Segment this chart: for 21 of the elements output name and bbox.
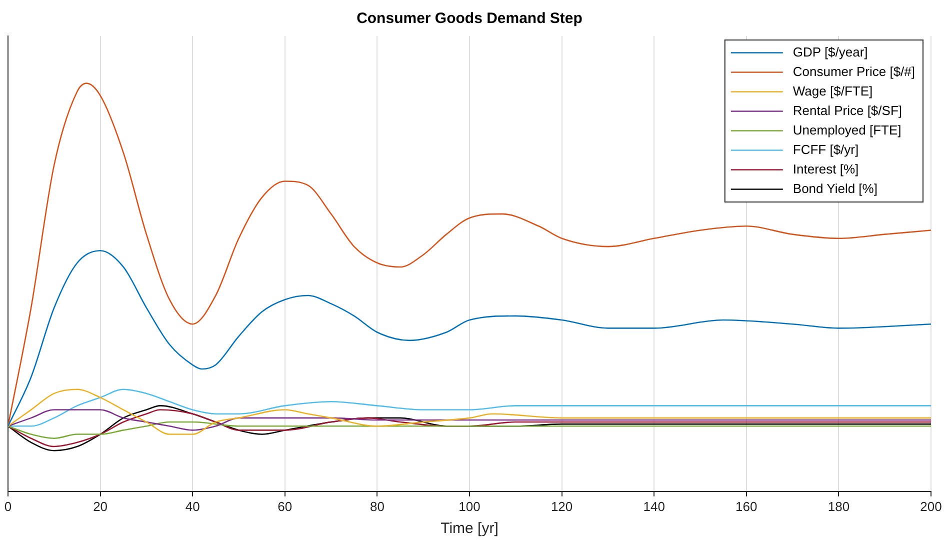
x-tick-label: 40	[185, 498, 200, 514]
x-tick-label: 0	[4, 498, 12, 514]
legend-label: Bond Yield [%]	[792, 180, 878, 196]
legend-label: Consumer Price [$/#]	[792, 64, 916, 79]
x-tick-label: 140	[643, 498, 665, 514]
x-tick-label: 20	[93, 498, 108, 514]
legend-label: FCFF [$/yr]	[792, 142, 859, 157]
x-axis-title: Time [yr]	[440, 520, 498, 538]
legend-label: Unemployed [FTE]	[792, 122, 902, 138]
x-tick-label: 80	[370, 498, 384, 514]
legend-label: Interest [%]	[792, 161, 859, 176]
legend-label: GDP [$/year]	[792, 44, 868, 60]
x-tick-label: 60	[278, 498, 292, 514]
x-tick-label: 180	[828, 498, 850, 514]
legend-label: Rental Price [$/SF]	[792, 102, 902, 118]
chart-title: Consumer Goods Demand Step	[356, 10, 582, 28]
x-tick-label: 120	[550, 498, 573, 514]
x-tick-label: 100	[458, 498, 480, 514]
legend-label: Wage [$/FTE]	[792, 83, 873, 98]
x-tick-label: 160	[736, 498, 758, 514]
x-tick-label: 200	[920, 498, 942, 514]
